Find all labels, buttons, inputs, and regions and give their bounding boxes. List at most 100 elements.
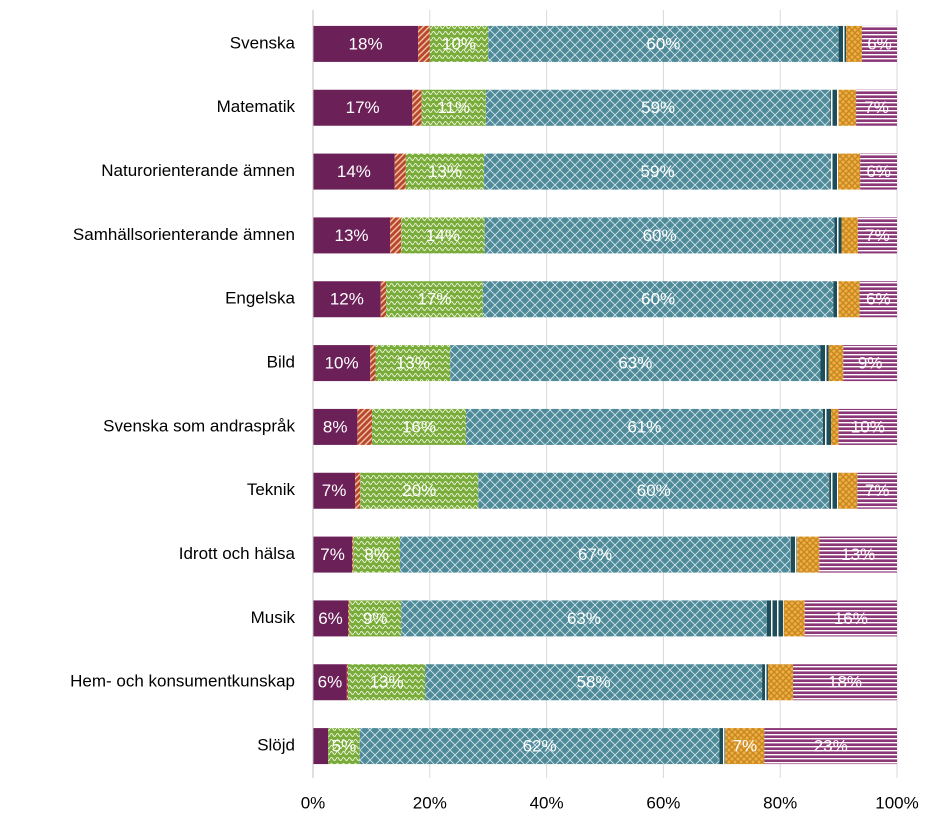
bar-segment (822, 408, 832, 445)
data-label: 14% (337, 162, 371, 181)
bar-segment (783, 600, 805, 637)
bar-segment (370, 345, 376, 382)
bar-segment (421, 89, 486, 126)
bar-segment (313, 664, 347, 701)
bar-segment (767, 664, 794, 701)
data-label: 6% (866, 162, 891, 181)
y-tick-label: Teknik (247, 480, 296, 499)
data-label: 12% (330, 290, 364, 309)
bar-segment (762, 664, 768, 701)
data-label: 59% (641, 162, 675, 181)
bar-segment (405, 153, 485, 190)
bar-segment (846, 25, 862, 62)
bar-segment (482, 281, 834, 318)
data-label: 59% (641, 98, 675, 117)
bar-segment (313, 89, 413, 126)
data-label: 7% (865, 226, 890, 245)
data-label: 13% (335, 226, 369, 245)
bar-segment (346, 664, 349, 701)
data-label: 60% (646, 34, 680, 53)
bar-segment (313, 217, 391, 254)
y-tick-label: Svenska (230, 33, 296, 52)
data-label: 7% (733, 737, 758, 756)
bar-segment (725, 728, 765, 765)
bar-segment (466, 408, 823, 445)
bar-segment (819, 536, 897, 573)
bar-segment (857, 217, 897, 254)
bar-segment (390, 217, 402, 254)
bar-segment (861, 25, 897, 62)
data-label: 9% (858, 354, 883, 373)
x-tick-label: 60% (646, 793, 680, 812)
bar-segment (719, 728, 726, 765)
bar-segment (313, 25, 419, 62)
x-tick-label: 80% (763, 793, 797, 812)
bar-segment (857, 472, 897, 509)
y-tick-label: Matematik (217, 97, 296, 116)
bar-segment (394, 153, 406, 190)
bar-segment (425, 664, 763, 701)
bar-segment (359, 728, 720, 765)
data-label: 10% (851, 417, 885, 436)
bar-segment (401, 217, 485, 254)
bar-segment (859, 281, 897, 318)
bar-segment (380, 281, 386, 318)
data-label: 7% (322, 481, 347, 500)
data-label: 58% (577, 673, 611, 692)
data-label: 18% (828, 673, 862, 692)
bar-segment (313, 536, 353, 573)
bar-segment (478, 472, 830, 509)
bar-segment (313, 281, 381, 318)
bar-segment (450, 345, 821, 382)
bar-segment (829, 472, 839, 509)
bar-segment (831, 153, 839, 190)
bar-segment (843, 345, 897, 382)
data-label: 7% (865, 481, 890, 500)
data-label: 6% (866, 290, 891, 309)
bar-segment (797, 536, 820, 573)
data-label: 7% (320, 545, 345, 564)
data-label: 8% (364, 545, 389, 564)
bar-segment (328, 728, 360, 765)
bar-segment (313, 472, 356, 509)
data-label: 13% (370, 673, 404, 692)
bar-segment (804, 600, 897, 637)
bar-segment (349, 600, 402, 637)
bar-segment (357, 408, 372, 445)
bar-segment (484, 217, 835, 254)
bar-segment (371, 408, 467, 445)
y-tick-label: Svenska som andraspråk (103, 416, 295, 435)
bar-segment (860, 153, 897, 190)
y-tick-label: Musik (251, 608, 296, 627)
data-label: 60% (641, 290, 675, 309)
bar-segment (313, 600, 349, 637)
data-label: 62% (523, 737, 557, 756)
data-label: 6% (318, 673, 343, 692)
bar-segment (352, 536, 354, 573)
data-label: 23% (814, 737, 848, 756)
bar-segment (834, 217, 842, 254)
data-label: 13% (428, 162, 462, 181)
data-label: 63% (618, 354, 652, 373)
bar-segment (820, 345, 829, 382)
data-label: 60% (637, 481, 671, 500)
data-label: 7% (864, 98, 889, 117)
bar-segment (833, 281, 839, 318)
y-tick-label: Naturorienterande ämnen (101, 161, 295, 180)
data-label: 67% (578, 545, 612, 564)
bar-segment (485, 89, 831, 126)
data-label: 16% (402, 417, 436, 436)
bar-segment (429, 25, 489, 62)
data-label: 10% (442, 34, 476, 53)
data-label: 13% (841, 545, 875, 564)
bar-segment (838, 408, 897, 445)
bar-segment (348, 600, 350, 637)
bar-segment (830, 89, 839, 126)
x-tick-label: 0% (301, 793, 326, 812)
bar-segment (793, 664, 897, 701)
bar-segment (412, 89, 422, 126)
bar-segment (764, 728, 897, 765)
bar-segment (355, 472, 361, 509)
bar-segment (313, 345, 371, 382)
data-label: 63% (567, 609, 601, 628)
